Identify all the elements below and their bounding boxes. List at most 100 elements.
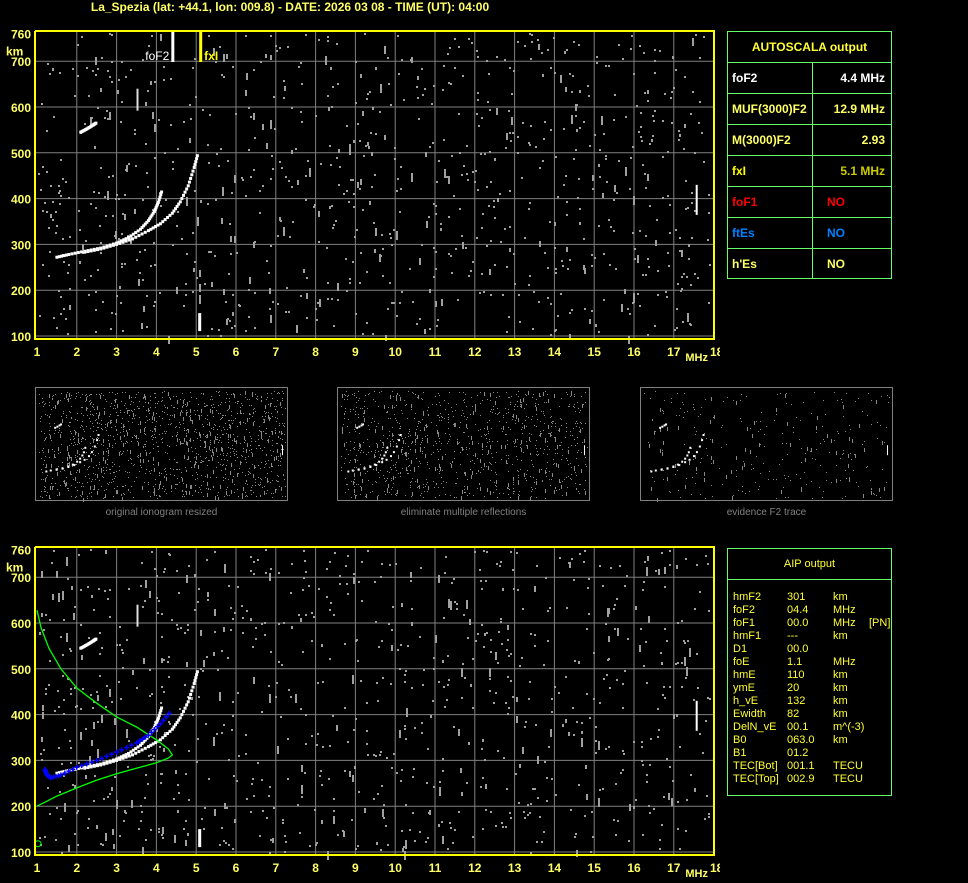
o-trace-point — [145, 220, 149, 224]
noise-dot — [69, 455, 70, 459]
noise-dot — [75, 431, 76, 435]
noise-dot — [174, 744, 176, 746]
trace-dot — [198, 829, 202, 848]
noise-dot — [550, 334, 552, 336]
noise-dot — [270, 450, 271, 451]
noise-dot — [218, 165, 220, 167]
noise-dot — [97, 749, 99, 758]
noise-dot — [474, 181, 476, 183]
noise-dot — [539, 435, 540, 436]
noise-dot — [686, 478, 687, 479]
noise-dot — [442, 417, 443, 418]
noise-dot — [606, 674, 608, 676]
noise-dot — [423, 411, 424, 412]
x-trace-point — [175, 720, 179, 724]
noise-dot — [613, 199, 615, 201]
noise-dot — [480, 472, 481, 473]
x-tick-label: 11 — [429, 861, 442, 875]
noise-dot — [386, 480, 387, 481]
fit-point — [151, 726, 157, 732]
noise-dot — [255, 485, 256, 486]
x-tick-label: 5 — [193, 861, 200, 875]
noise-dot — [706, 448, 707, 449]
noise-dot — [253, 413, 254, 414]
noise-dot — [430, 715, 432, 718]
noise-dot — [232, 66, 234, 68]
noise-dot — [512, 464, 513, 465]
noise-dot — [731, 470, 732, 474]
x-trace-point — [185, 187, 189, 191]
noise-dot — [158, 462, 159, 466]
noise-dot — [760, 444, 761, 445]
noise-dot — [221, 470, 222, 471]
noise-dot — [782, 459, 783, 460]
x-trace-point — [92, 764, 96, 768]
x-trace-point — [118, 757, 122, 761]
noise-dot — [128, 421, 129, 422]
noise-dot — [646, 774, 648, 776]
noise-dot — [448, 216, 450, 218]
noise-dot — [242, 405, 243, 406]
noise-dot — [414, 418, 415, 419]
noise-dot — [450, 255, 452, 257]
noise-dot — [345, 258, 347, 260]
noise-dot — [229, 223, 231, 225]
noise-dot — [264, 419, 265, 423]
noise-dot — [268, 272, 270, 274]
noise-dot — [512, 132, 514, 134]
noise-dot — [94, 775, 96, 777]
noise-dot — [214, 447, 215, 448]
o-trace-point — [681, 460, 684, 463]
fit-point — [163, 714, 169, 720]
noise-dot — [101, 468, 102, 469]
fit-point — [134, 740, 139, 746]
noise-dot — [518, 475, 519, 476]
noise-dot — [428, 414, 429, 415]
noise-dot — [82, 493, 83, 494]
noise-dot — [109, 416, 110, 417]
noise-dot — [240, 394, 241, 395]
noise-dot — [859, 424, 860, 428]
noise-dot — [39, 403, 40, 404]
noise-dot — [146, 172, 148, 174]
noise-dot — [262, 450, 263, 451]
noise-dot — [234, 455, 235, 456]
noise-dot — [40, 753, 42, 755]
noise-dot — [364, 33, 366, 35]
noise-dot — [75, 487, 76, 488]
noise-dot — [232, 440, 233, 441]
o-trace-point — [156, 200, 160, 204]
noise-dot — [344, 418, 345, 419]
noise-dot — [177, 462, 178, 463]
noise-dot — [507, 444, 508, 445]
noise-dot — [450, 83, 452, 85]
noise-dot — [685, 485, 686, 489]
noise-dot — [222, 187, 224, 196]
noise-dot — [116, 429, 117, 430]
noise-dot — [412, 442, 413, 443]
y-tick-label: 600 — [11, 101, 31, 115]
noise-dot — [483, 550, 485, 552]
noise-dot — [667, 477, 668, 481]
noise-dot — [436, 404, 437, 405]
noise-dot — [116, 644, 118, 646]
noise-dot — [688, 258, 690, 260]
noise-dot — [466, 449, 467, 450]
noise-dot — [356, 229, 358, 231]
noise-dot — [262, 810, 264, 812]
noise-dot — [344, 463, 345, 464]
noise-dot — [154, 468, 155, 472]
noise-dot — [212, 413, 213, 414]
noise-dot — [155, 397, 156, 398]
noise-dot — [517, 401, 518, 402]
noise-dot — [330, 67, 332, 70]
noise-dot — [424, 447, 425, 448]
noise-dot — [518, 494, 519, 495]
noise-dot — [399, 211, 401, 213]
noise-dot — [185, 773, 187, 775]
noise-dot — [483, 646, 485, 648]
noise-dot — [571, 474, 572, 475]
noise-dot — [557, 196, 559, 198]
noise-dot — [275, 696, 277, 698]
o-trace-point — [64, 253, 68, 257]
